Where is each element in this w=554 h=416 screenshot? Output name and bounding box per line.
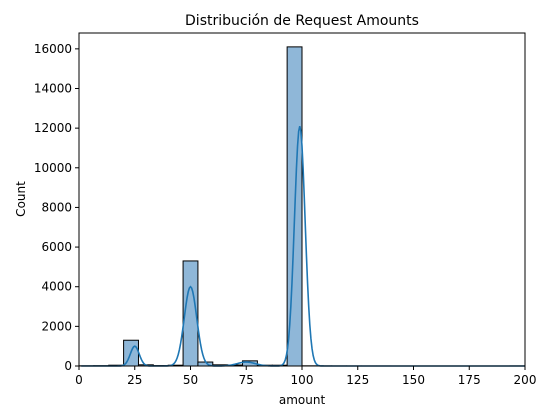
y-tick-label: 8000 [41, 200, 72, 214]
kde-curve [81, 125, 525, 367]
x-tick-label: 150 [402, 373, 425, 387]
x-axis: 0 25 50 75 100 125 150 175 200 [75, 366, 536, 387]
y-tick-label: 16000 [34, 42, 72, 56]
x-tick-label: 0 [75, 373, 83, 387]
y-tick-label: 14000 [34, 82, 72, 96]
y-tick-label: 0 [64, 359, 72, 373]
x-tick-label: 100 [291, 373, 314, 387]
y-tick-label: 2000 [41, 319, 72, 333]
histogram-bars [78, 46, 526, 367]
y-axis-label: Count [14, 181, 28, 217]
y-tick-label: 12000 [34, 121, 72, 135]
x-axis-label: amount [279, 393, 326, 407]
y-axis: 0 2000 4000 6000 8000 10000 12000 14000 16000 [34, 42, 79, 373]
x-tick-label: 125 [346, 373, 369, 387]
y-tick-label: 4000 [41, 280, 72, 294]
x-tick-label: 175 [458, 373, 481, 387]
y-tick-label: 10000 [34, 161, 72, 175]
x-tick-label: 75 [239, 373, 254, 387]
x-tick-label: 50 [183, 373, 198, 387]
x-tick-label: 25 [127, 373, 142, 387]
chart-title: Distribución de Request Amounts [185, 13, 419, 29]
x-tick-label: 200 [514, 373, 537, 387]
y-tick-label: 6000 [41, 240, 72, 254]
